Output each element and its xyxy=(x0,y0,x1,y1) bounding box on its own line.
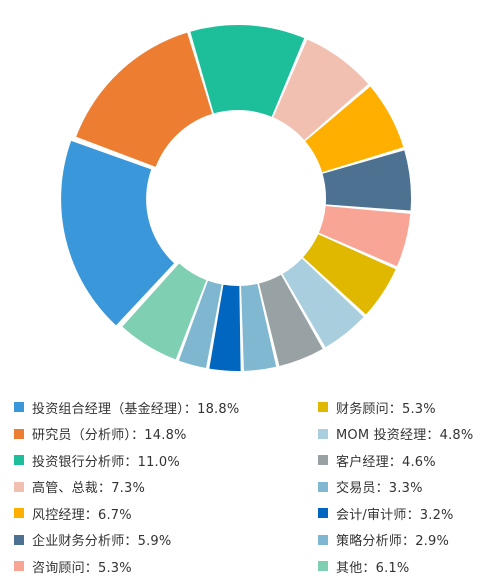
donut-slice-6 xyxy=(322,150,412,211)
legend-label: 研究员（分析师）：14.8% xyxy=(32,428,187,443)
legend-item-13: 策略分析师：2.9% xyxy=(318,530,449,550)
legend-label: MOM 投资经理：4.8% xyxy=(336,428,474,443)
legend-swatch xyxy=(14,534,24,545)
legend-item-4: 高管、总裁：7.3% xyxy=(14,477,145,497)
legend-item-11: 交易员：3.3% xyxy=(318,477,423,497)
legend-swatch xyxy=(14,455,24,465)
donut-slice-11 xyxy=(241,283,277,371)
legend-swatch xyxy=(14,508,24,518)
legend-swatch xyxy=(318,508,328,518)
donut-slice-1 xyxy=(61,140,175,326)
donut-slice-4 xyxy=(273,39,369,141)
legend-label: 咨询顾问：5.3% xyxy=(32,560,132,576)
legend-swatch xyxy=(14,428,24,439)
donut-slice-8 xyxy=(303,234,396,315)
donut-slice-9 xyxy=(282,258,364,348)
donut-slice-10 xyxy=(259,274,323,366)
legend-item-5: 风控经理：6.7% xyxy=(14,503,132,523)
legend-label: 风控经理：6.7% xyxy=(32,507,132,523)
legend-swatch xyxy=(318,561,328,571)
legend-label: 财务顾问：5.3% xyxy=(336,401,436,417)
legend-swatch xyxy=(14,481,24,492)
legend-label: 高管、总裁：7.3% xyxy=(32,481,146,496)
donut-plot xyxy=(61,24,412,371)
legend-item-12: 会计/审计师：3.2% xyxy=(318,503,454,523)
legend-swatch xyxy=(14,561,24,571)
legend-label: 会计/审计师：3.2% xyxy=(336,507,454,523)
legend-label: 客户经理：4.6% xyxy=(336,454,436,470)
legend-swatch xyxy=(318,481,328,492)
legend-item-1: 投资组合经理（基金经理）：18.8% xyxy=(14,397,239,417)
legend-swatch xyxy=(318,402,328,412)
legend-item-9: MOM 投资经理：4.8% xyxy=(318,424,473,444)
donut-slice-13 xyxy=(178,280,222,369)
donut-slice-12 xyxy=(209,284,241,371)
legend-item-14: 其他：6.1% xyxy=(318,556,409,576)
legend-item-8: 财务顾问：5.3% xyxy=(318,397,436,417)
legend-swatch xyxy=(318,534,328,545)
legend-swatch xyxy=(318,428,328,439)
legend-item-7: 咨询顾问：5.3% xyxy=(14,556,132,576)
legend-label: 企业财务分析师：5.9% xyxy=(32,534,172,549)
legend-item-6: 企业财务分析师：5.9% xyxy=(14,530,171,550)
donut-slice-14 xyxy=(122,263,207,360)
donut-slice-5 xyxy=(305,86,404,173)
legend-swatch xyxy=(14,402,24,412)
legend-item-2: 研究员（分析师）：14.8% xyxy=(14,424,187,444)
legend-label: 其他：6.1% xyxy=(336,560,410,576)
donut-slice-2 xyxy=(76,32,213,167)
legend-label: 交易员：3.3% xyxy=(336,481,423,496)
legend-item-3: 投资银行分析师：11.0% xyxy=(14,450,180,470)
legend-label: 策略分析师：2.9% xyxy=(336,534,450,549)
legend-label: 投资组合经理（基金经理）：18.8% xyxy=(32,401,240,417)
donut-slice-7 xyxy=(318,206,411,267)
legend-label: 投资银行分析师：11.0% xyxy=(32,454,180,470)
legend-swatch xyxy=(318,455,328,465)
legend-item-10: 客户经理：4.6% xyxy=(318,450,436,470)
donut-slice-3 xyxy=(190,24,305,117)
